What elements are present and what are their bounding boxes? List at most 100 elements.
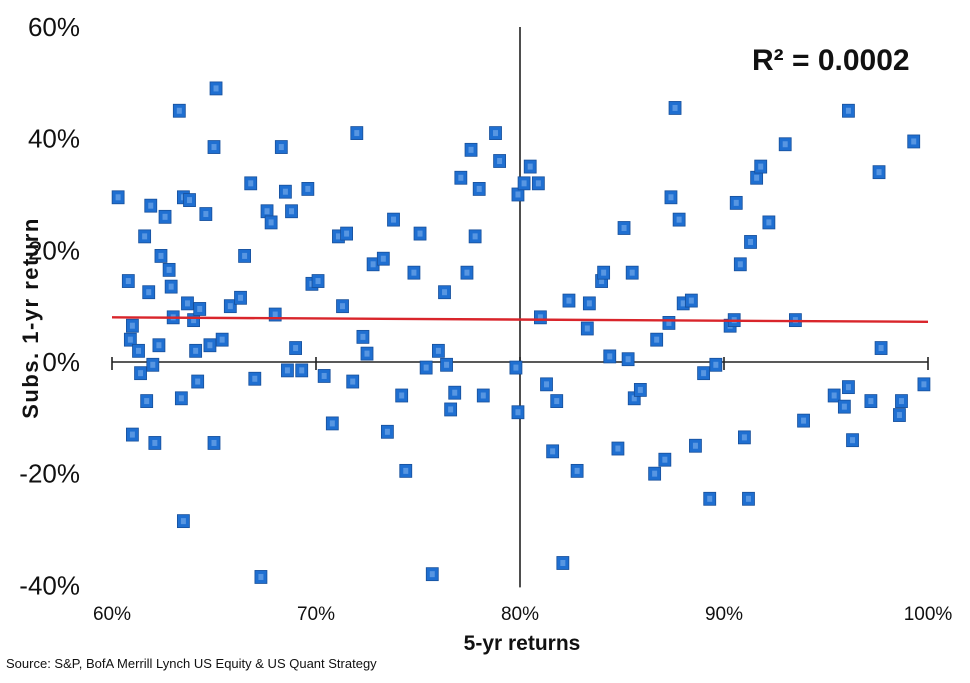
data-point [138,229,152,244]
data-point [399,463,413,478]
data-point [580,321,594,336]
data-point [540,377,553,392]
data-point [917,377,931,392]
data-point [468,229,482,244]
y-tick-label: -20% [19,459,80,489]
x-tick-labels: 60% 70% 80% 90% 100% [93,604,952,625]
data-point [336,299,349,314]
data-point [148,436,162,450]
data-point [648,466,662,481]
data-point [285,204,298,219]
data-point [762,215,776,230]
data-point [562,293,576,308]
data-point [754,159,768,174]
data-point [672,212,686,227]
y-tick-label: 20% [28,235,80,265]
data-point [744,235,757,249]
data-point [317,369,331,383]
data-point [140,394,154,408]
data-point [597,265,611,280]
data-point [827,388,841,403]
data-point [874,341,888,355]
data-point [550,394,564,408]
data-point [189,343,203,358]
data-point [278,184,292,199]
data-point [356,329,370,344]
data-point [146,357,160,372]
data-point [176,514,190,529]
data-point [531,176,545,191]
data-point [517,176,531,191]
data-point [132,343,145,358]
data-point [907,134,921,149]
data-point [207,140,221,154]
data-point [509,360,523,375]
data-point [248,371,262,386]
data-point [111,190,125,205]
data-point [703,491,717,506]
data-point [350,126,364,140]
data-point [464,142,478,157]
data-point [689,438,702,453]
data-point [489,126,502,140]
data-point [174,391,188,406]
data-point [842,103,855,118]
data-point [438,285,451,300]
data-point [191,374,205,389]
data-points [111,81,931,584]
data-point [223,299,237,314]
x-axis-title: 5-yr returns [464,632,581,655]
data-point [281,363,294,378]
data-point [797,413,810,428]
data-point [126,427,139,442]
data-point [407,265,421,280]
data-point [387,212,400,227]
data-point [376,251,390,266]
data-point [413,226,427,241]
data-point [895,394,908,408]
data-point [733,257,747,272]
data-point [662,316,676,330]
data-point [295,363,309,378]
data-point [181,296,194,311]
data-point [729,195,743,210]
data-point [546,444,560,459]
data-point [742,491,755,506]
data-point [134,366,147,381]
data-point [431,343,445,358]
x-tick-label: 70% [297,604,335,625]
data-point [193,302,207,316]
data-point [778,137,792,152]
data-point [209,81,223,96]
data-point [162,262,176,277]
r-squared-annotation: R² = 0.0002 [752,44,910,77]
data-point [872,165,886,180]
data-point [493,154,507,168]
data-point [325,416,339,431]
data-point [264,215,278,230]
trendline [111,316,929,323]
y-axis-title: Subs. 1-yr return [18,217,43,419]
data-point [621,352,635,367]
data-point [633,383,647,397]
x-tick-label: 60% [93,604,131,625]
data-point [207,436,221,450]
data-point [244,176,258,191]
data-point [419,360,433,375]
y-tick-label: 40% [28,124,80,154]
data-point [611,441,625,456]
data-point [301,182,315,196]
data-point [425,567,439,582]
data-point [199,207,213,221]
data-point [238,249,252,263]
data-point [454,170,468,185]
source-note: Source: S&P, BofA Merrill Lynch US Equit… [6,656,377,671]
data-point [366,257,380,272]
data-point [658,452,672,467]
data-point [164,279,178,294]
data-point [311,274,325,288]
data-point [395,388,409,403]
data-point [203,338,217,353]
data-point [274,140,288,154]
